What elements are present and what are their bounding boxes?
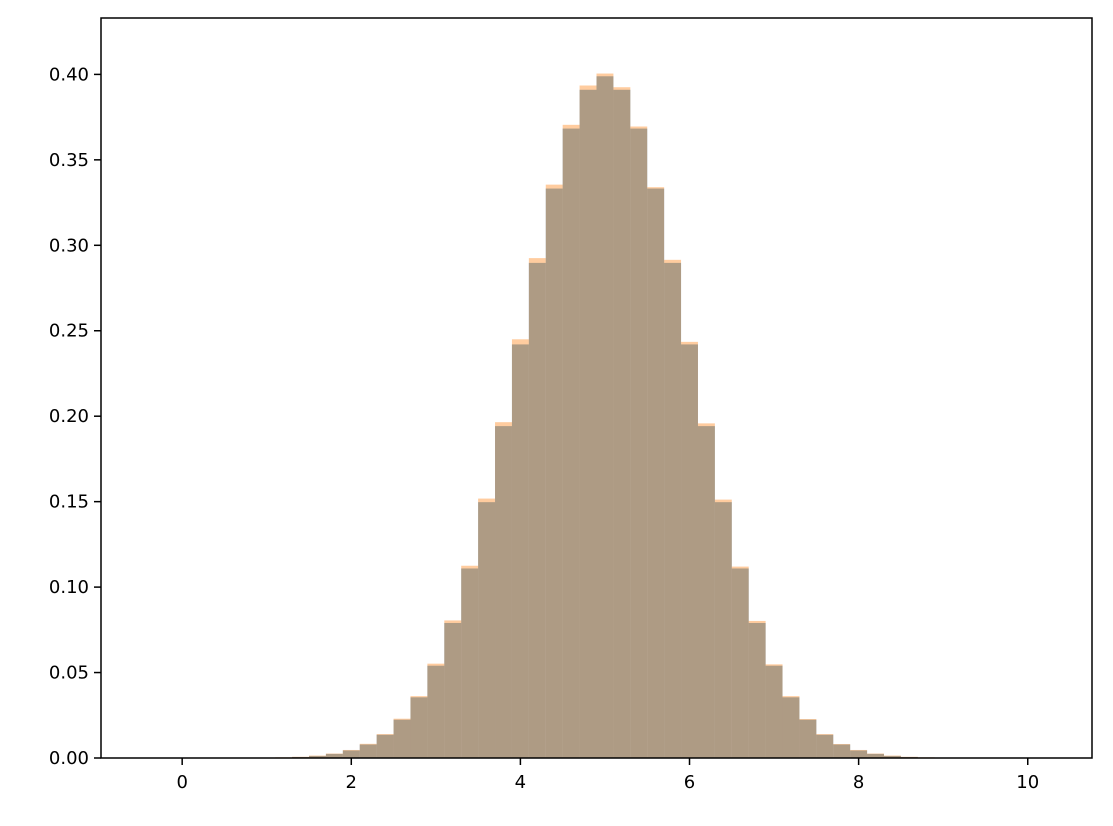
histogram-bar-series-1 [427, 665, 445, 758]
histogram-bar-series-2 [427, 663, 445, 758]
histogram-bar-series-2 [495, 422, 512, 758]
histogram-bar-series-2 [359, 743, 377, 758]
histogram-bar-series-1 [765, 665, 783, 758]
histogram-bar-series-1 [833, 744, 851, 758]
histogram-bar-series-1 [748, 622, 766, 758]
histogram-bar-series-2 [511, 339, 529, 758]
histogram-bar-series-2 [816, 734, 834, 758]
x-tick-label: 2 [346, 772, 357, 793]
histogram-bar-series-1 [376, 734, 394, 758]
histogram-bar-series-2 [325, 753, 343, 758]
histogram-bar-series-2 [714, 499, 732, 758]
histogram-bar-series-1 [664, 262, 682, 758]
histogram-bar-series-1 [816, 734, 834, 758]
histogram-bar-series-2 [393, 718, 411, 758]
histogram-bar-series-1 [528, 262, 546, 758]
y-axis: 0.00 0.05 0.10 0.15 0.20 0.25 0.30 0.35 0.40 [49, 64, 101, 769]
histogram-bar-series-1 [410, 697, 428, 758]
histogram-bar-series-2 [613, 87, 631, 758]
x-tick-label: 4 [515, 772, 526, 793]
x-tick-label: 10 [1016, 772, 1039, 793]
y-tick-label: 0.15 [49, 492, 89, 513]
x-tick-label: 6 [684, 772, 695, 793]
histogram-bar-series-2 [309, 755, 326, 758]
y-tick-label: 0.05 [49, 663, 89, 684]
histogram-bar-series-2 [681, 341, 698, 758]
histogram-bar-series-1 [444, 622, 462, 758]
histogram-bar-series-2 [850, 749, 868, 758]
x-axis: 0 2 4 6 8 10 [176, 758, 1039, 793]
histogram-bar-series-1 [883, 755, 901, 758]
histogram-bar-series-2 [562, 124, 580, 759]
histogram-bar-series-1 [309, 755, 326, 758]
histogram-bar-series-2 [444, 620, 462, 758]
histogram-bar-series-2 [596, 73, 614, 758]
histogram-bar-series-2 [697, 423, 715, 758]
y-tick-label: 0.40 [49, 64, 89, 85]
bars-layer [156, 73, 1003, 759]
plot-frame [100, 17, 1093, 759]
histogram-bar-series-1 [511, 344, 529, 758]
histogram-bar-series-1 [461, 568, 479, 758]
histogram-bar-series-1 [850, 750, 868, 758]
histogram-bar-series-2 [748, 620, 766, 758]
histogram-bar-series-1 [325, 753, 343, 758]
histogram-bar-series-2 [376, 734, 394, 758]
histogram-bar-series-2 [799, 719, 817, 758]
histogram-bar-series-2 [528, 258, 546, 758]
histogram-bar-series-2 [545, 184, 563, 758]
histogram-bar-series-2 [461, 565, 479, 758]
x-tick-label: 0 [176, 772, 187, 793]
histogram-bar-series-1 [579, 89, 597, 758]
histogram-bar-series-2 [782, 696, 800, 758]
y-tick-label: 0.25 [49, 321, 89, 342]
y-tick-label: 0.10 [49, 577, 89, 598]
histogram-bar-series-2 [833, 743, 851, 758]
histogram-bar-series-1 [562, 128, 580, 758]
histogram-bar-series-2 [630, 126, 648, 758]
histogram-bar-series-2 [647, 187, 665, 759]
histogram-bar-series-1 [714, 502, 732, 758]
histogram-bar-series-1 [613, 89, 631, 758]
histogram-bar-series-2 [867, 753, 884, 758]
histogram-bar-series-2 [579, 85, 597, 758]
histogram-bar-series-1 [782, 697, 800, 758]
histogram-bar-series-1 [495, 426, 512, 758]
histogram-bar-series-1 [681, 344, 698, 758]
histogram-bar-series-1 [393, 719, 411, 758]
histogram-bar-series-1 [478, 502, 496, 758]
y-tick-label: 0.20 [49, 406, 89, 427]
histogram-bar-series-1 [867, 753, 884, 758]
histogram-bar-series-2 [478, 498, 496, 758]
histogram-bar-series-1 [545, 188, 563, 758]
histogram-bar-series-2 [883, 755, 901, 758]
histogram-bar-series-2 [765, 664, 783, 758]
histogram-bar-series-2 [342, 749, 360, 758]
x-tick-label: 8 [853, 772, 864, 793]
y-tick-label: 0.30 [49, 235, 89, 256]
histogram-bar-series-2 [731, 566, 749, 758]
histogram-bar-series-2 [410, 696, 428, 758]
histogram-bar-series-1 [731, 568, 749, 758]
histogram-bar-series-1 [596, 76, 614, 758]
histogram-bar-series-2 [664, 259, 682, 758]
histogram-bar-series-1 [697, 426, 715, 758]
histogram-bar-series-1 [630, 128, 648, 758]
histogram-bar-series-1 [359, 744, 377, 758]
histogram-bar-series-1 [799, 719, 817, 758]
y-tick-label: 0.00 [49, 748, 89, 769]
y-tick-label: 0.35 [49, 150, 89, 171]
histogram-bar-series-1 [342, 750, 360, 758]
histogram-bar-series-1 [647, 188, 665, 758]
